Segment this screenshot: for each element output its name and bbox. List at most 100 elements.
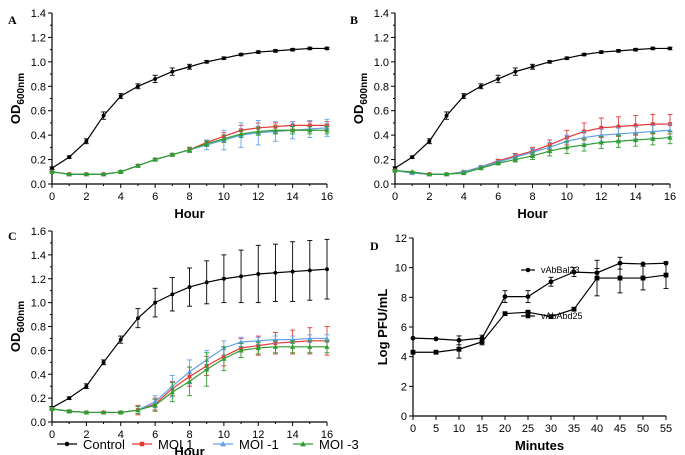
panel-d-ytick-label: 10 [395,263,407,275]
panel-b-series-control [392,46,673,171]
panel-b-letter: B [350,13,358,27]
data-point [325,267,329,272]
panel-d-ytick-label: 2 [401,381,407,393]
data-point [83,171,89,177]
legend-marker [525,313,531,319]
panel-d-xtick-label: 55 [660,423,672,435]
data-point [290,344,296,349]
data-point [221,276,226,281]
data-point [640,261,646,267]
data-point [547,59,552,64]
panel-a-ytick-label: 0.2 [31,155,46,167]
panel-b: B 0.0 0.2 0.4 0.6 0.8 1.0 1.2 1.4 0 2 4 6 8 10 12 14 16 Ho… [350,8,676,221]
panel-c-xlabel: Hour [174,444,204,455]
panel-a-xtick-label: 4 [118,191,124,203]
panel-b-xtick-label: 4 [461,191,467,203]
panel-a-xtick-label: 14 [287,191,299,203]
data-point [221,56,226,61]
data-point [50,166,54,171]
data-point [256,272,261,276]
data-point [49,406,55,411]
legend-item-moi-1: MOI 1 [132,437,193,452]
data-point [426,171,432,177]
data-point [290,127,296,133]
data-point [153,300,158,305]
data-point [204,366,210,372]
data-point [135,407,141,413]
legend-marker [220,441,226,447]
panel-a-ytick-label: 0.4 [31,130,46,142]
panel-b-series-moi-1 [392,123,673,177]
data-point [599,50,604,55]
legend-marker [300,441,306,447]
panel-b-xtick-label: 10 [561,191,573,203]
data-point [290,269,295,274]
legend-label: MOI 1 [158,437,193,452]
data-point [152,156,158,162]
data-point [616,48,621,53]
data-point [529,153,536,158]
legend-item-moi-3: MOI -3 [293,437,359,452]
bottom-legend: Control MOI 1 MOI -1 MOI -3 [57,437,359,452]
data-point [581,142,587,147]
panel-b-series-moi-1 [392,113,673,177]
data-point [239,274,244,279]
data-point [118,337,123,342]
data-point [84,139,89,144]
data-point [187,285,192,290]
panel-a-ylabel: OD600nm [8,73,27,124]
panel-b-ytick-label: 0.4 [374,130,389,142]
data-point [66,171,72,177]
panel-a-ytick-label: 0.8 [31,81,46,93]
data-point [101,113,106,118]
panel-a-ytick-label: 0.6 [31,106,46,118]
panel-b-ytick-label: 0.2 [374,155,389,167]
panel-d-xtick-label: 35 [568,423,580,435]
data-point [571,306,577,312]
data-point [221,136,227,141]
data-point [238,131,244,137]
panel-c-xtick-label: 8 [186,429,192,441]
panel-c-letter: C [8,229,17,243]
data-point [255,345,261,351]
data-point [479,339,485,345]
data-point [615,138,622,144]
data-point [650,46,655,51]
data-point [564,56,569,61]
panel-d-ytick-label: 4 [401,352,407,364]
panel-d-xtick-label: 25 [522,423,534,435]
data-point [324,344,330,349]
legend-item-moi-1: MOI -1 [213,437,279,452]
data-point [478,84,483,89]
data-point [307,344,313,349]
data-point [187,64,192,69]
data-point [325,46,329,51]
data-point [616,124,621,129]
panel-a-xtick-label: 0 [49,191,55,203]
panel-b-xtick-label: 2 [426,191,432,203]
series-line [412,262,667,341]
data-point [170,69,175,74]
panel-c-ytick-label: 1.0 [31,298,46,310]
panel-a-xtick-label: 6 [152,191,158,203]
data-point [668,46,672,51]
panel-d-xlabel: Minutes [515,438,564,453]
data-point [548,279,554,285]
data-point [272,344,279,349]
panel-c-ytick-label: 0.6 [31,345,46,357]
panel-c-xtick-label: 10 [218,429,230,441]
data-point [256,50,261,55]
panel-b-xtick-label: 12 [595,191,607,203]
panel-d-xtick-label: 20 [499,423,511,435]
panel-b-xtick-label: 6 [495,191,501,203]
panel-d-ytick-label: 12 [395,233,407,245]
data-point [594,275,600,281]
panel-b-ylabel: OD600nm [351,73,370,124]
panel-c-xtick-label: 14 [287,429,299,441]
panel-d-ylabel: Log PFU/mL [375,289,390,366]
data-point [204,141,210,146]
data-point [290,47,295,52]
data-point [169,389,175,395]
data-point [170,292,175,297]
data-point [495,160,501,166]
